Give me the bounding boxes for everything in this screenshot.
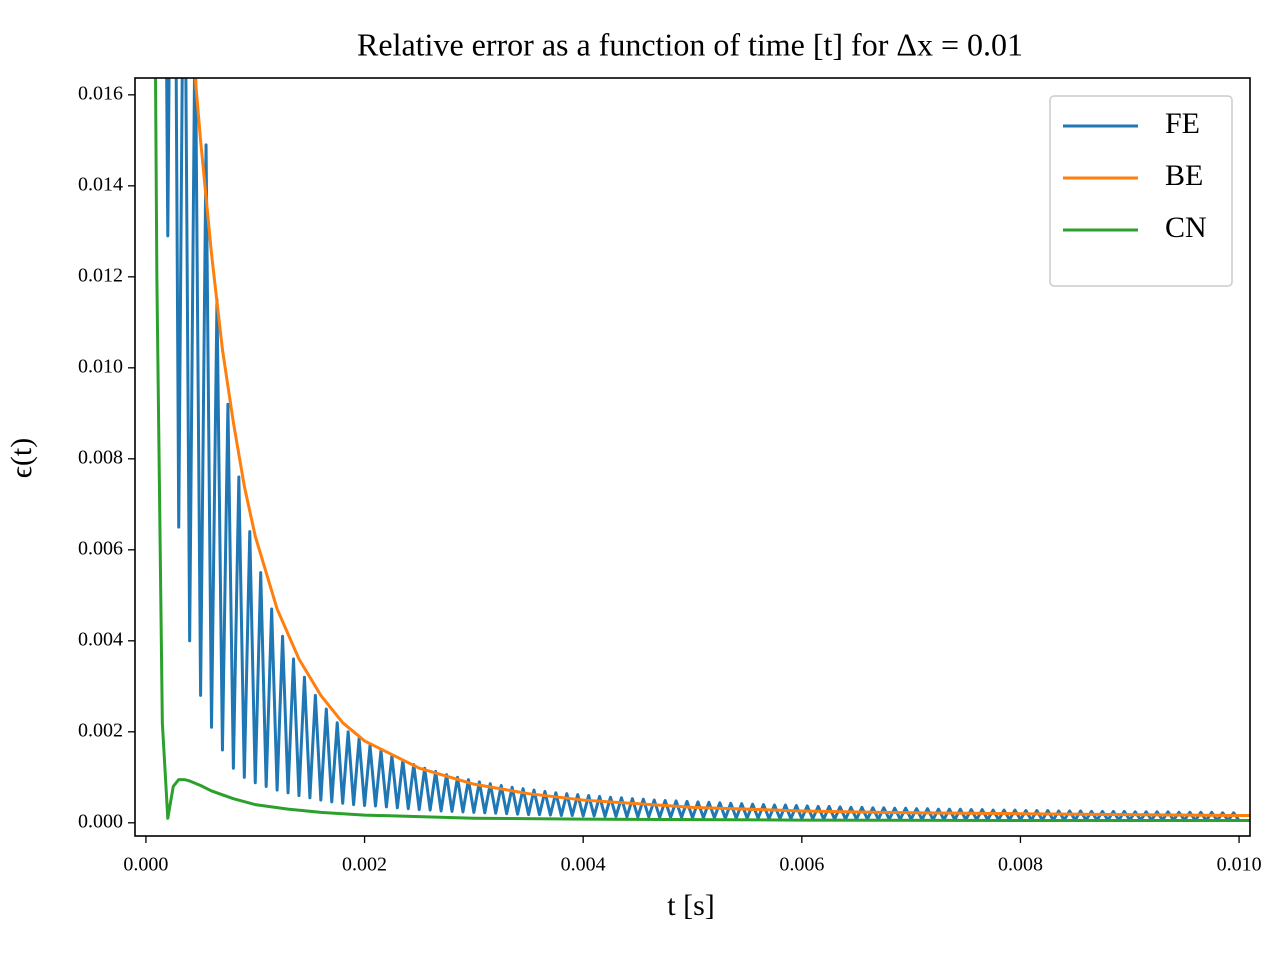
legend-label: FE [1165,107,1200,140]
x-tick-label: 0.002 [342,854,387,876]
x-axis-label: t [s] [667,889,715,922]
axes-frame [134,77,1251,837]
y-tick-label: 0.000 [78,810,123,832]
plot-area [154,78,1250,823]
line-series [165,78,1241,823]
y-tick-label: 0.006 [78,537,123,559]
x-tick-label: 0.000 [123,854,168,876]
x-tick-label: 0.010 [1217,854,1262,876]
chart-title: Relative error as a function of time [t]… [357,26,1023,62]
x-tick-label: 0.006 [779,854,824,876]
legend-label: BE [1165,159,1203,192]
line-series [193,78,1250,818]
y-tick-label: 0.010 [78,355,123,377]
y-tick-label: 0.004 [78,628,123,650]
legend-box [1049,95,1233,287]
x-tick-label: 0.004 [561,854,606,876]
legend-label: CN [1165,211,1207,244]
y-tick-label: 0.014 [78,173,123,195]
y-tick-label: 0.008 [78,446,123,468]
y-tick-label: 0.002 [78,719,123,741]
line-series [154,78,1250,823]
y-axis-label: ϵ(t) [5,438,38,478]
x-tick-label: 0.008 [998,854,1043,876]
y-tick-label: 0.012 [78,264,123,286]
y-tick-label: 0.016 [78,82,123,104]
